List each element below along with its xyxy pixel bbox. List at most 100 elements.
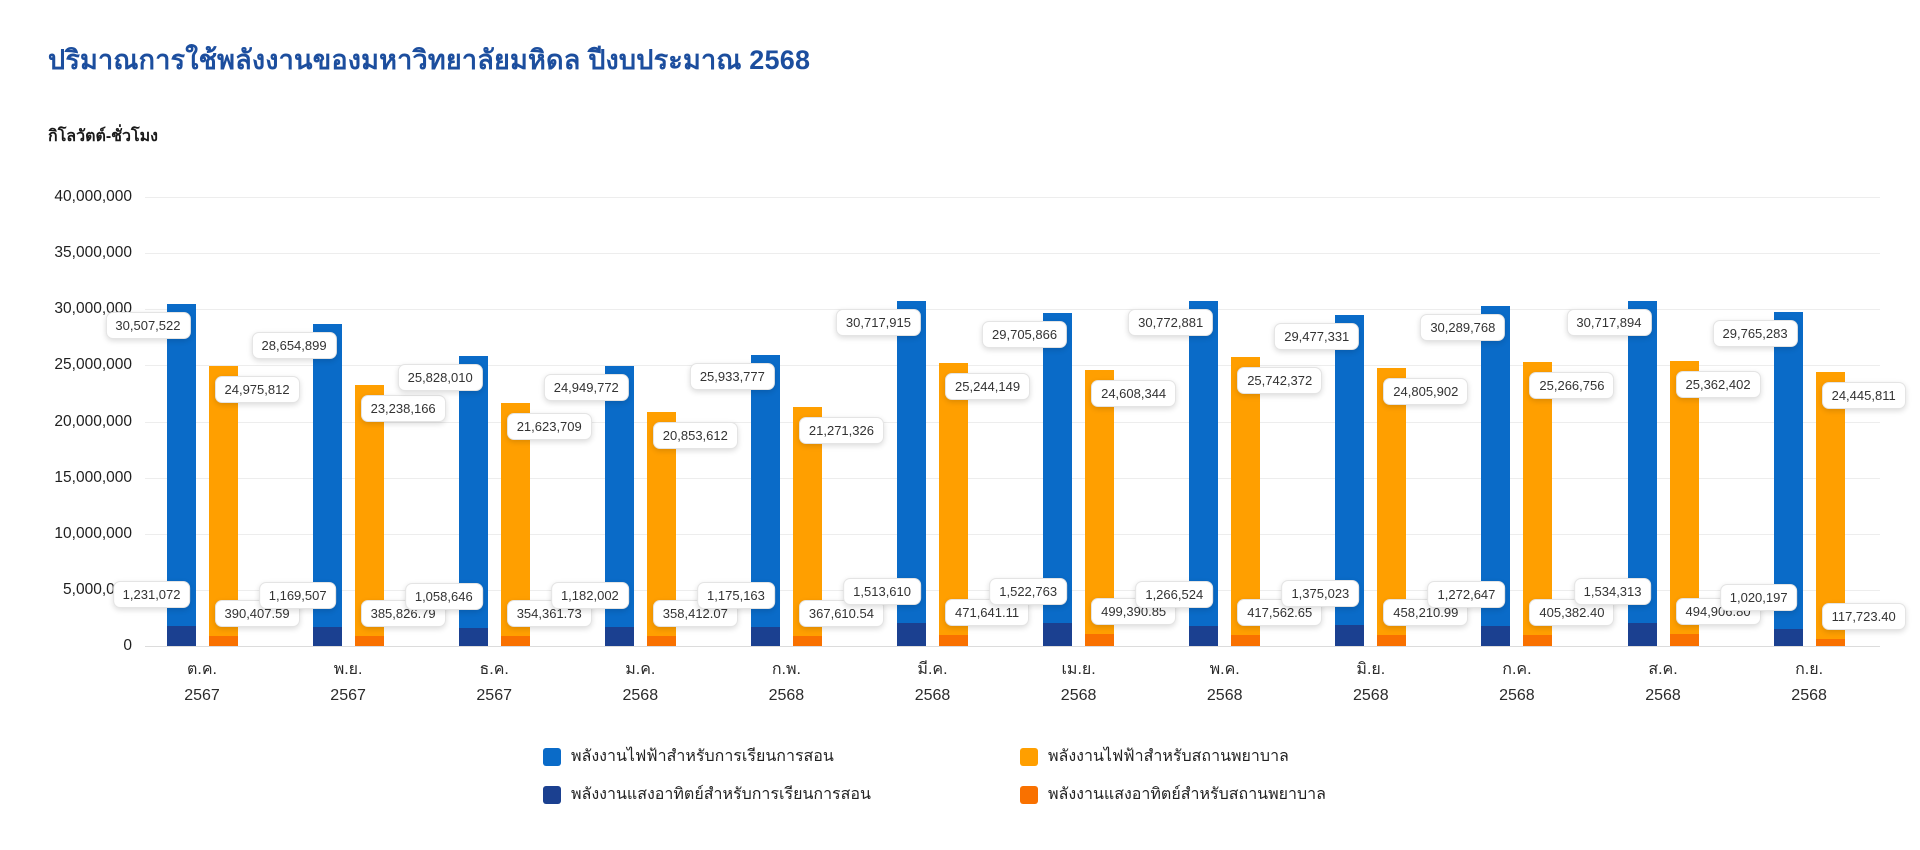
bar-solar-teaching-m8[interactable] bbox=[1335, 624, 1365, 646]
value-label-electricity-teaching-m9: 30,289,768 bbox=[1420, 313, 1506, 341]
value-label-electricity-teaching-m5: 30,717,915 bbox=[835, 309, 921, 337]
value-label-electricity-hospital-m7: 25,742,372 bbox=[1237, 367, 1323, 395]
legend-item-solar-hospital[interactable]: พลังงานแสงอาทิตย์สำหรับสถานพยาบาล bbox=[1020, 782, 1326, 807]
bar-electricity-hospital-m11[interactable] bbox=[1815, 371, 1845, 646]
legend-swatch-electricity-teaching bbox=[543, 747, 561, 766]
gridline-3 bbox=[145, 477, 1880, 479]
value-label-electricity-teaching-m11: 29,765,283 bbox=[1712, 319, 1798, 347]
value-label-solar-teaching-m7: 1,266,524 bbox=[1135, 580, 1214, 608]
value-label-electricity-teaching-m0: 30,507,522 bbox=[105, 311, 191, 339]
bar-solar-teaching-m5[interactable] bbox=[897, 623, 926, 646]
value-label-electricity-teaching-m6: 29,705,866 bbox=[982, 320, 1068, 348]
x-label-year-m3: 2568 bbox=[622, 687, 659, 704]
bar-electricity-hospital-m0[interactable] bbox=[208, 365, 238, 646]
gridline-5 bbox=[145, 365, 1880, 367]
value-label-solar-teaching-m3: 1,182,002 bbox=[550, 581, 629, 609]
chart-title: ปริมาณการใช้พลังงานของมหาวิทยาลัยมหิดล ป… bbox=[48, 45, 811, 75]
value-label-electricity-hospital-m9: 25,266,756 bbox=[1529, 372, 1615, 400]
x-label-month-m11: ก.ย. bbox=[1795, 661, 1824, 678]
bar-electricity-hospital-m9[interactable] bbox=[1523, 362, 1553, 646]
y-tick-label-3: 15,000,000 bbox=[54, 468, 132, 486]
value-label-electricity-teaching-m2: 25,828,010 bbox=[397, 364, 483, 392]
value-label-electricity-hospital-m11: 24,445,811 bbox=[1821, 381, 1906, 409]
y-tick-label-0: 0 bbox=[123, 637, 132, 654]
x-label-year-m0: 2567 bbox=[184, 687, 220, 704]
legend-label-electricity-teaching: พลังงานไฟฟ้าสำหรับการเรียนการสอน bbox=[571, 748, 834, 765]
value-label-solar-teaching-m5: 1,513,610 bbox=[843, 578, 921, 605]
legend-label-electricity-hospital: พลังงานไฟฟ้าสำหรับสถานพยาบาล bbox=[1048, 748, 1289, 765]
value-label-solar-teaching-m2: 1,058,646 bbox=[404, 583, 483, 611]
y-tick-label-5: 25,000,000 bbox=[54, 356, 132, 374]
value-label-electricity-hospital-m5: 25,244,149 bbox=[945, 372, 1031, 400]
bar-solar-teaching-m3[interactable] bbox=[604, 626, 634, 646]
bar-solar-hospital-m1[interactable] bbox=[354, 635, 384, 646]
value-label-electricity-teaching-m10: 30,717,894 bbox=[1566, 309, 1652, 337]
x-label-month-m5: มี.ค. bbox=[917, 661, 948, 678]
value-label-solar-hospital-m2: 354,361.73 bbox=[506, 600, 592, 628]
value-label-solar-teaching-m4: 1,175,163 bbox=[697, 581, 775, 609]
bar-solar-teaching-m10[interactable] bbox=[1627, 622, 1657, 646]
value-label-electricity-teaching-m8: 29,477,331 bbox=[1274, 323, 1360, 351]
legend-item-electricity-teaching[interactable]: พลังงานไฟฟ้าสำหรับการเรียนการสอน bbox=[543, 744, 834, 769]
bar-solar-teaching-m9[interactable] bbox=[1481, 625, 1511, 646]
y-tick-label-4: 20,000,000 bbox=[54, 412, 132, 430]
gridline-2 bbox=[145, 533, 1880, 535]
bar-solar-teaching-m0[interactable] bbox=[166, 626, 196, 646]
value-label-electricity-hospital-m8: 24,805,902 bbox=[1383, 377, 1469, 405]
x-label-month-m10: ส.ค. bbox=[1648, 661, 1678, 678]
value-label-solar-teaching-m8: 1,375,023 bbox=[1281, 579, 1360, 607]
x-label-year-m4: 2568 bbox=[768, 687, 805, 704]
bar-solar-hospital-m3[interactable] bbox=[646, 635, 676, 646]
legend-swatch-solar-hospital bbox=[1020, 785, 1038, 804]
legend-label-solar-hospital: พลังงานแสงอาทิตย์สำหรับสถานพยาบาล bbox=[1048, 786, 1326, 803]
value-label-electricity-hospital-m6: 24,608,344 bbox=[1091, 379, 1177, 407]
bar-solar-hospital-m8[interactable] bbox=[1377, 634, 1407, 646]
x-label-year-m8: 2568 bbox=[1353, 687, 1389, 704]
bar-solar-teaching-m6[interactable] bbox=[1043, 622, 1073, 646]
bar-solar-hospital-m7[interactable] bbox=[1231, 635, 1261, 646]
legend-label-solar-teaching: พลังงานแสงอาทิตย์สำหรับการเรียนการสอน bbox=[571, 786, 871, 803]
x-label-month-m3: ม.ค. bbox=[625, 661, 656, 678]
value-label-electricity-hospital-m4: 21,271,326 bbox=[798, 417, 884, 445]
bar-solar-teaching-m4[interactable] bbox=[750, 626, 780, 646]
x-label-month-m0: ต.ค. bbox=[187, 661, 217, 678]
bar-solar-teaching-m7[interactable] bbox=[1189, 625, 1219, 646]
y-axis-unit-label: กิโลวัตต์-ชั่วโมง bbox=[48, 128, 158, 145]
x-label-month-m7: พ.ค. bbox=[1209, 661, 1240, 678]
value-label-electricity-hospital-m0: 24,975,812 bbox=[214, 375, 300, 403]
value-label-electricity-teaching-m7: 30,772,881 bbox=[1128, 308, 1214, 336]
gridline-7 bbox=[145, 253, 1880, 255]
x-label-month-m4: ก.พ. bbox=[771, 661, 801, 678]
value-label-electricity-hospital-m3: 20,853,612 bbox=[652, 421, 738, 449]
value-label-solar-teaching-m10: 1,534,313 bbox=[1573, 577, 1652, 605]
value-label-solar-teaching-m1: 1,169,507 bbox=[258, 581, 337, 609]
bar-solar-teaching-m1[interactable] bbox=[312, 626, 342, 646]
bar-solar-teaching-m11[interactable] bbox=[1773, 628, 1803, 646]
legend-swatch-electricity-hospital bbox=[1020, 747, 1038, 766]
x-label-month-m1: พ.ย. bbox=[333, 661, 363, 678]
value-label-electricity-teaching-m4: 25,933,777 bbox=[689, 362, 775, 390]
bar-solar-hospital-m6[interactable] bbox=[1085, 634, 1115, 646]
bar-solar-hospital-m10[interactable] bbox=[1669, 634, 1699, 646]
bar-solar-hospital-m2[interactable] bbox=[500, 636, 530, 646]
legend-item-solar-teaching[interactable]: พลังงานแสงอาทิตย์สำหรับการเรียนการสอน bbox=[543, 782, 871, 807]
legend-swatch-solar-teaching bbox=[543, 785, 561, 804]
gridline-6 bbox=[145, 309, 1880, 311]
bar-solar-hospital-m5[interactable] bbox=[939, 634, 968, 646]
x-label-year-m7: 2568 bbox=[1206, 687, 1243, 704]
y-tick-label-2: 10,000,000 bbox=[54, 524, 132, 542]
bar-solar-hospital-m0[interactable] bbox=[208, 635, 238, 646]
bar-solar-hospital-m11[interactable] bbox=[1815, 638, 1845, 646]
bar-electricity-hospital-m7[interactable] bbox=[1231, 357, 1261, 646]
legend-item-electricity-hospital[interactable]: พลังงานไฟฟ้าสำหรับสถานพยาบาล bbox=[1020, 744, 1289, 769]
x-label-year-m5: 2568 bbox=[914, 687, 951, 704]
value-label-electricity-hospital-m1: 23,238,166 bbox=[360, 395, 446, 423]
x-label-year-m10: 2568 bbox=[1645, 687, 1681, 704]
x-label-year-m1: 2567 bbox=[330, 687, 366, 704]
x-label-month-m9: ก.ค. bbox=[1502, 661, 1532, 678]
bar-solar-teaching-m2[interactable] bbox=[458, 628, 488, 646]
x-label-month-m6: เม.ย. bbox=[1061, 661, 1096, 678]
bar-solar-hospital-m4[interactable] bbox=[792, 635, 822, 646]
bar-solar-hospital-m9[interactable] bbox=[1523, 635, 1553, 646]
